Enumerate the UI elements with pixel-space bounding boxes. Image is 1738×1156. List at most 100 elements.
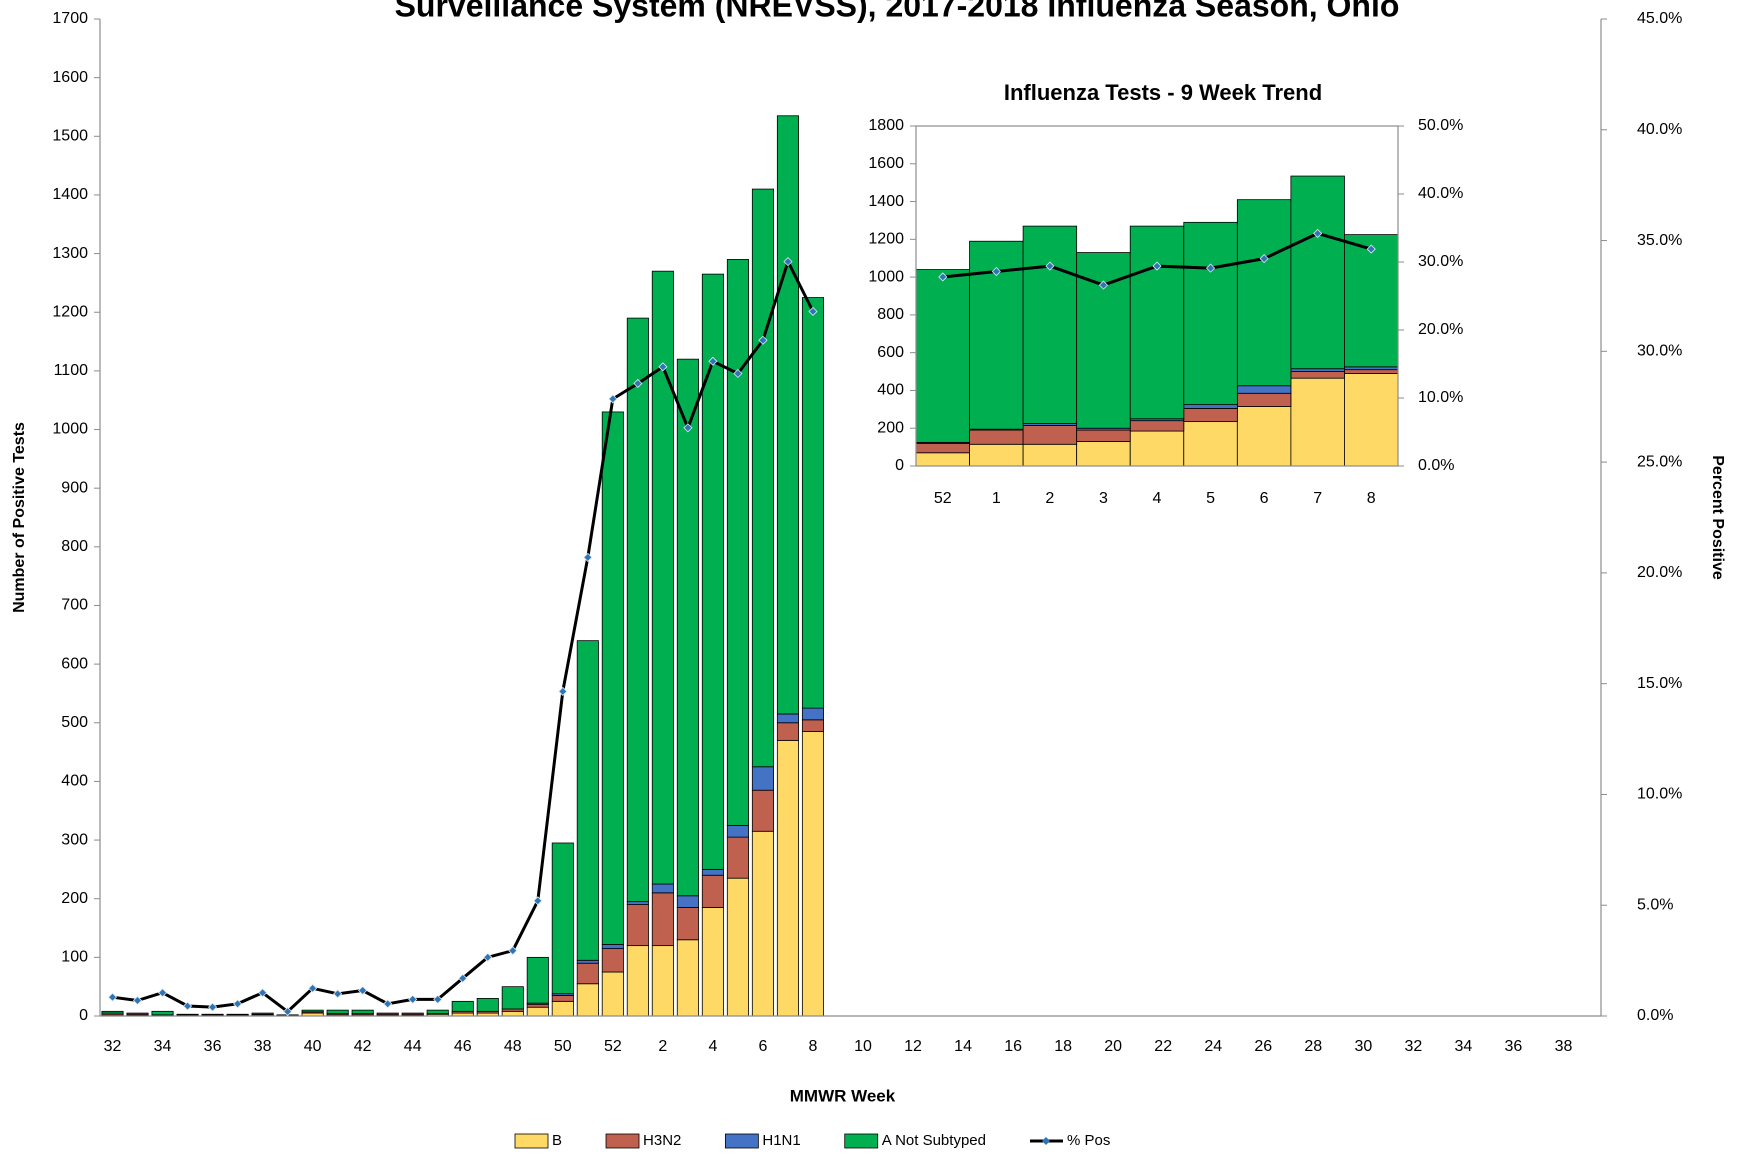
bar-segment [1022, 424, 1078, 445]
y2-tick-label: 45.0% [1637, 10, 1682, 27]
bar-segment [1183, 421, 1238, 467]
chart-title: Surveillance System (NREVSS), 2017-2018 … [395, 0, 1400, 23]
bar-segment [701, 868, 724, 876]
y-tick-label: 700 [61, 597, 88, 614]
bar-segment [1290, 371, 1345, 379]
y-tick-label: 1400 [868, 193, 904, 210]
bar-segment [1129, 430, 1185, 467]
x-tick-label: 12 [904, 1038, 922, 1055]
y2-tick-label: 0.0% [1418, 457, 1454, 474]
bar-segment [1022, 443, 1078, 467]
x-tick-label: 48 [504, 1038, 522, 1055]
x-tick-label: 3 [1099, 490, 1108, 507]
y-tick-label: 800 [877, 306, 904, 323]
bar-segment [776, 713, 799, 724]
line-marker [208, 1002, 218, 1012]
bar-segment [801, 731, 825, 1017]
y-tick-label: 1300 [52, 245, 88, 262]
legend-label: H3N2 [643, 1132, 681, 1149]
bar-segment [701, 273, 724, 870]
x-tick-label: 30 [1354, 1038, 1372, 1055]
bar-segment [251, 1012, 274, 1015]
bar-segment [551, 842, 574, 995]
y2-tick-label: 30.0% [1418, 253, 1463, 270]
y-tick-label: 600 [877, 344, 904, 361]
bar-segment [676, 358, 699, 897]
bar-segment [1236, 392, 1292, 407]
bar-segment [551, 1000, 574, 1017]
x-tick-label: 20 [1104, 1038, 1122, 1055]
bar-segment [401, 1012, 424, 1015]
line-marker [333, 989, 343, 999]
x-tick-label: 26 [1254, 1038, 1272, 1055]
y-tick-label: 1200 [52, 303, 88, 320]
legend-swatch [844, 1133, 879, 1149]
bar-segment [176, 1013, 199, 1016]
legend-label: A Not Subtyped [882, 1132, 986, 1149]
bar-segment [651, 270, 674, 885]
bar-segment [801, 297, 825, 709]
bar-segment [601, 971, 624, 1017]
bar-segment [226, 1013, 249, 1016]
line-marker [1313, 228, 1323, 239]
line-marker [283, 1007, 293, 1017]
y-tick-label: 300 [61, 831, 88, 848]
line-marker [938, 272, 948, 282]
x-tick-label: 16 [1004, 1038, 1022, 1055]
line-marker [558, 686, 568, 696]
y-tick-label: 400 [877, 382, 904, 399]
bar-segment [626, 904, 649, 947]
bar-segment [526, 1003, 549, 1008]
bar-segment [1344, 366, 1399, 371]
y-tick-label: 0 [79, 1007, 88, 1024]
x-tick-label: 22 [1154, 1038, 1172, 1055]
legend-swatch [514, 1133, 549, 1149]
bar-segment [751, 188, 774, 768]
x-tick-label: 46 [454, 1038, 472, 1055]
y-tick-label: 1100 [54, 362, 89, 379]
y-tick-label: 1700 [52, 10, 88, 27]
x-tick-label: 2 [658, 1038, 667, 1055]
bar-segment [1236, 199, 1292, 387]
y2-tick-label: 0.0% [1637, 1007, 1673, 1024]
bar-segment [126, 1012, 149, 1015]
y2-tick-label: 5.0% [1637, 896, 1673, 913]
bar-segment [601, 411, 624, 945]
bar-segment [501, 986, 524, 1010]
x-tick-label: 8 [1367, 490, 1376, 507]
line-marker [182, 1001, 193, 1011]
bar-segment [751, 766, 774, 791]
bar-segment [676, 939, 699, 1017]
line-marker [633, 378, 643, 389]
line-marker [1259, 254, 1269, 264]
x-tick-label: 1 [992, 490, 1001, 507]
bar-segment [451, 1000, 474, 1012]
line-marker [533, 896, 543, 906]
line-marker [1098, 280, 1109, 290]
y-tick-label: 1000 [868, 268, 904, 285]
bar-segment [726, 824, 749, 838]
bar-segment [1129, 225, 1185, 420]
line-marker [508, 946, 518, 956]
y-tick-label: 800 [61, 538, 88, 555]
line-marker [157, 988, 168, 998]
bar-segment [701, 907, 724, 1017]
x-tick-label: 5 [1206, 490, 1215, 507]
line-marker [358, 985, 368, 996]
x-tick-label: 50 [554, 1038, 572, 1055]
bar-segment [1076, 441, 1131, 467]
bar-segment [576, 640, 599, 961]
y2-tick-label: 40.0% [1637, 121, 1682, 138]
bar-segment [101, 1010, 124, 1014]
y2-tick-label: 30.0% [1637, 343, 1682, 360]
x-tick-label: 32 [104, 1038, 122, 1055]
x-tick-label: 8 [809, 1038, 818, 1055]
bar-segment [751, 830, 774, 1017]
line-marker [483, 952, 493, 962]
bar-segment [726, 836, 749, 879]
bar-segment [576, 962, 599, 985]
bar-segment [1290, 368, 1345, 372]
bar-segment [476, 998, 499, 1012]
line-marker [683, 423, 693, 433]
y-tick-label: 1400 [52, 186, 88, 203]
